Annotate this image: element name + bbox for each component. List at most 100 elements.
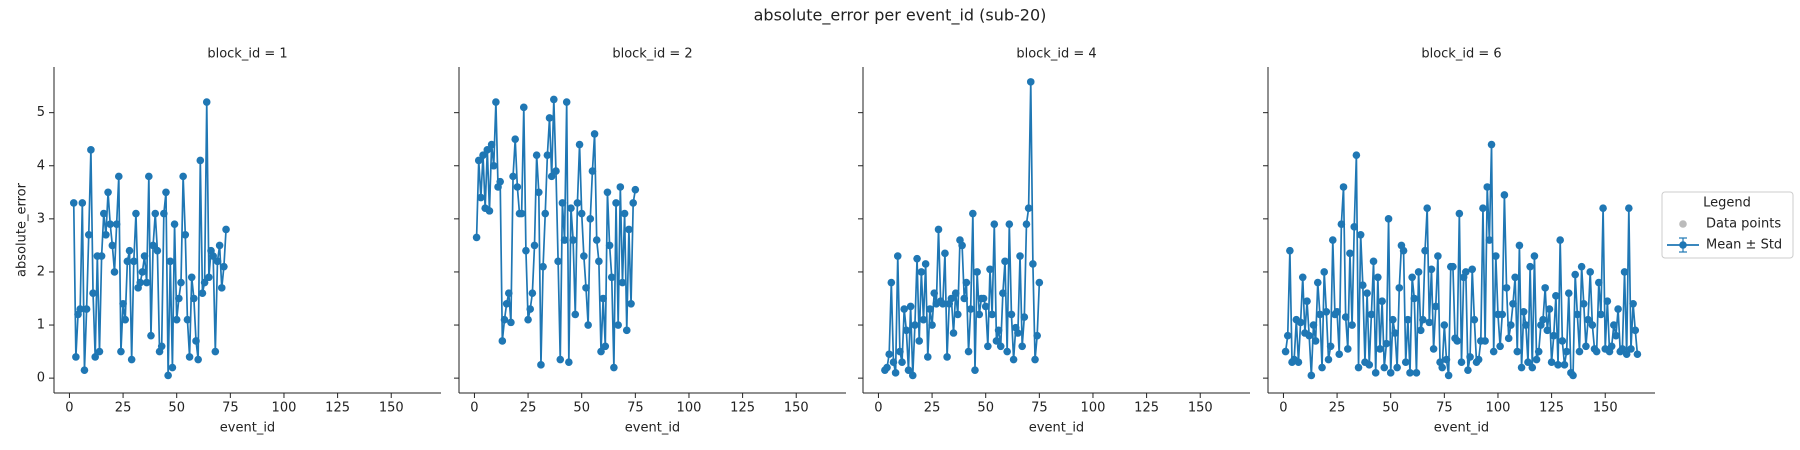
- data-point: [1599, 204, 1607, 213]
- data-point: [1631, 326, 1640, 335]
- data-point: [507, 318, 515, 327]
- data-point: [496, 177, 504, 186]
- data-point: [1425, 318, 1434, 327]
- data-point: [1519, 307, 1528, 316]
- data-point: [530, 241, 539, 250]
- y-tick-label: 2: [37, 264, 45, 279]
- data-point: [1470, 315, 1479, 324]
- data-point: [97, 252, 106, 260]
- data-point: [1629, 300, 1637, 308]
- data-point: [1440, 321, 1449, 329]
- x-tick-label: 25: [115, 401, 132, 416]
- data-point: [1571, 270, 1579, 279]
- data-point: [537, 361, 545, 369]
- data-point: [112, 220, 121, 228]
- data-point: [1449, 262, 1457, 271]
- data-point: [625, 225, 633, 234]
- data-point: [1592, 347, 1601, 356]
- data-point: [190, 294, 198, 303]
- data-point: [474, 156, 483, 165]
- data-point: [979, 294, 988, 303]
- data-point: [1307, 371, 1316, 380]
- data-point: [577, 209, 586, 218]
- y-tick-label: 3: [37, 211, 45, 226]
- data-point: [1504, 334, 1513, 343]
- data-point: [500, 315, 509, 324]
- data-point: [170, 220, 179, 228]
- data-point: [1633, 350, 1642, 359]
- data-point: [1421, 246, 1429, 255]
- data-point: [986, 265, 994, 274]
- data-point: [1346, 249, 1354, 258]
- data-point: [1029, 260, 1037, 268]
- x-tick-label: 150: [1593, 401, 1618, 416]
- x-tick-label: 150: [784, 401, 809, 416]
- data-point: [971, 366, 979, 374]
- data-point: [172, 315, 181, 324]
- data-point: [558, 199, 567, 207]
- x-tick-label: 100: [1081, 401, 1106, 416]
- x-tick-label: 50: [977, 401, 994, 416]
- data-point: [72, 353, 80, 361]
- data-point: [1541, 284, 1549, 292]
- data-point: [483, 146, 492, 154]
- data-point: [556, 355, 565, 364]
- data-point: [192, 337, 200, 345]
- data-point: [891, 369, 900, 377]
- data-point: [562, 98, 571, 106]
- data-point: [1352, 151, 1361, 159]
- x-tick-label: 50: [168, 401, 185, 416]
- data-point: [607, 273, 616, 282]
- data-point: [1348, 321, 1356, 329]
- data-point: [1001, 257, 1009, 266]
- data-point: [1018, 342, 1026, 351]
- x-tick-label: 100: [677, 401, 702, 416]
- data-point: [1371, 369, 1380, 377]
- data-point: [1543, 326, 1552, 335]
- x-tick-label: 25: [924, 401, 941, 416]
- data-point: [472, 233, 481, 242]
- y-axis-label: absolute_error: [15, 182, 30, 277]
- data-point: [78, 199, 87, 207]
- series-line: [475, 99, 637, 368]
- data-point: [1569, 371, 1577, 380]
- data-point: [543, 151, 552, 159]
- data-point: [1479, 204, 1487, 213]
- data-point: [1489, 347, 1498, 356]
- legend-label: Mean ± Std: [1706, 238, 1782, 253]
- data-point: [479, 151, 487, 159]
- data-point: [1453, 337, 1462, 345]
- data-point: [108, 241, 117, 250]
- x-tick-label: 75: [1436, 401, 1453, 416]
- data-point: [958, 241, 966, 250]
- data-point: [1487, 140, 1496, 149]
- x-axis-label: event_id: [1029, 421, 1084, 436]
- data-point: [560, 236, 569, 244]
- data-point: [1438, 363, 1446, 372]
- data-point: [1429, 345, 1438, 353]
- data-point: [1532, 355, 1541, 364]
- data-point: [586, 215, 595, 223]
- data-point: [1511, 273, 1519, 282]
- data-point: [114, 172, 123, 181]
- x-tick-label: 50: [1382, 401, 1399, 416]
- data-point: [612, 199, 620, 207]
- data-point: [1296, 318, 1305, 327]
- data-point: [187, 273, 196, 282]
- data-point: [996, 342, 1005, 351]
- data-point: [1485, 236, 1494, 244]
- data-point: [999, 289, 1007, 297]
- data-point: [934, 225, 943, 234]
- data-point: [917, 268, 926, 276]
- data-point: [157, 342, 166, 351]
- data-point: [1337, 220, 1346, 228]
- data-point: [164, 371, 172, 380]
- data-point: [1416, 326, 1425, 335]
- x-tick-label: 100: [272, 401, 297, 416]
- x-tick-label: 125: [1539, 401, 1564, 416]
- data-point: [1610, 321, 1618, 329]
- data-point: [580, 252, 588, 260]
- data-point: [136, 278, 145, 287]
- data-point: [1024, 204, 1033, 213]
- data-point: [1509, 300, 1517, 308]
